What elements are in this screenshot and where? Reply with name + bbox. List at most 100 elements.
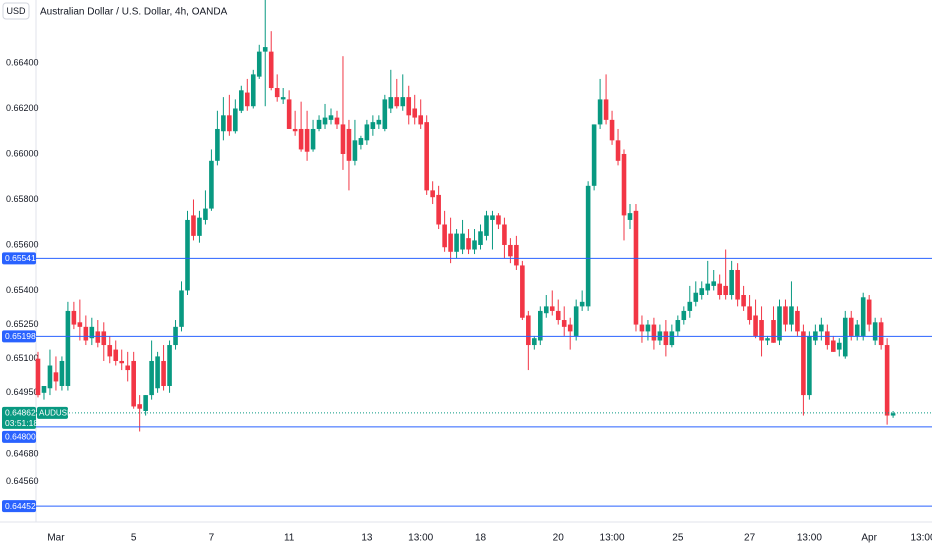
candle-body (256, 51, 262, 77)
candle-body (244, 92, 250, 107)
candle-body (765, 338, 770, 341)
candle-body (615, 140, 621, 161)
candle-body (41, 385, 47, 393)
countdown: 03:51:18 (5, 418, 38, 428)
candle-body (346, 128, 352, 161)
candle-body (819, 324, 824, 332)
level-label: 0.64800 (5, 432, 36, 442)
candle-body (717, 283, 722, 296)
x-tick-label: 7 (209, 533, 215, 544)
candle-body (526, 315, 531, 346)
candle-body (65, 310, 71, 386)
candle-body (221, 115, 226, 132)
candle-body (496, 215, 501, 225)
candle-body (304, 128, 310, 152)
candle-body (334, 117, 340, 125)
level-label-box (2, 330, 36, 343)
candle-body (609, 119, 615, 141)
candle-body (687, 301, 693, 311)
candle-body (203, 208, 208, 220)
candle-body (490, 215, 495, 220)
candle-body (239, 90, 244, 111)
candle-body (836, 342, 842, 350)
y-tick-label: 0.64680 (6, 449, 39, 459)
candle-body (508, 244, 513, 257)
candle-body (848, 317, 854, 336)
level-label-box (2, 430, 36, 443)
candle-body (209, 160, 214, 209)
candle-body (729, 269, 734, 296)
candle-body (795, 310, 800, 332)
x-tick-label: 27 (744, 533, 756, 544)
candle-body (340, 124, 346, 154)
candle-body (585, 185, 591, 307)
candle-body (860, 297, 866, 336)
candle-body (591, 124, 597, 186)
level-label: 0.64452 (5, 501, 36, 511)
candle-body (723, 285, 728, 296)
candle-body (872, 322, 878, 341)
candle-body (825, 331, 830, 346)
x-tick-label: 13:00 (600, 533, 625, 544)
x-tick-label: 13:00 (797, 533, 822, 544)
x-tick-label: Apr (861, 533, 877, 544)
candle-body (412, 108, 418, 118)
candle-body (292, 128, 298, 132)
candle-body (579, 301, 585, 307)
candle-body (430, 190, 435, 198)
candle-body (286, 99, 292, 129)
candle-body (143, 395, 148, 412)
x-tick-label: Mar (47, 533, 65, 544)
candle-body (466, 238, 471, 250)
candle-body (364, 124, 370, 141)
candle-body (759, 320, 764, 341)
candle-body (125, 365, 130, 371)
x-tick-label: 13:00 (910, 533, 932, 544)
candle-body (514, 244, 519, 266)
candle-body (633, 210, 639, 325)
candle-body (107, 345, 113, 357)
candle-body (233, 108, 238, 132)
y-tick-label: 0.66000 (6, 148, 39, 158)
y-tick-label: 0.66200 (6, 103, 39, 113)
symbol-label: AUDUSD (39, 408, 73, 417)
candle-body (460, 233, 465, 250)
candle-body (878, 322, 884, 346)
candle-body (567, 324, 573, 332)
current-price-box (2, 406, 36, 429)
candle-body (119, 360, 125, 364)
candle-body (478, 231, 483, 245)
candle-body (274, 88, 280, 98)
candle-body (747, 306, 752, 321)
candle-body (603, 99, 609, 120)
candle-body (197, 217, 202, 236)
candle-body (400, 97, 406, 107)
candle-body (621, 153, 627, 216)
candle-body (789, 306, 794, 325)
candle-body (161, 360, 166, 386)
candle-body (35, 358, 41, 396)
candle-body (831, 340, 836, 352)
candle-body (645, 324, 651, 332)
x-tick-label: 25 (672, 533, 684, 544)
candle-body (777, 306, 782, 341)
y-tick-label: 0.65600 (6, 239, 39, 249)
candle-body (316, 119, 322, 129)
candle-body (310, 128, 316, 150)
candle-body (77, 322, 83, 327)
y-tick-label: 0.65100 (6, 353, 39, 363)
symbol-box (37, 406, 68, 419)
candle-body (137, 404, 142, 409)
currency: USD (6, 6, 26, 16)
y-tick-label: 0.64560 (6, 476, 39, 486)
candle-body (149, 360, 154, 396)
level-label-box (2, 252, 36, 265)
candle-body (669, 331, 675, 346)
candle-body (627, 213, 633, 220)
candle-body (771, 320, 776, 343)
candle-body (262, 47, 268, 52)
candle-body (549, 306, 555, 311)
candle-body (741, 295, 746, 307)
chart-title: Australian Dollar / U.S. Dollar, 4h, OAN… (40, 7, 228, 18)
currency-button[interactable] (2, 2, 30, 20)
